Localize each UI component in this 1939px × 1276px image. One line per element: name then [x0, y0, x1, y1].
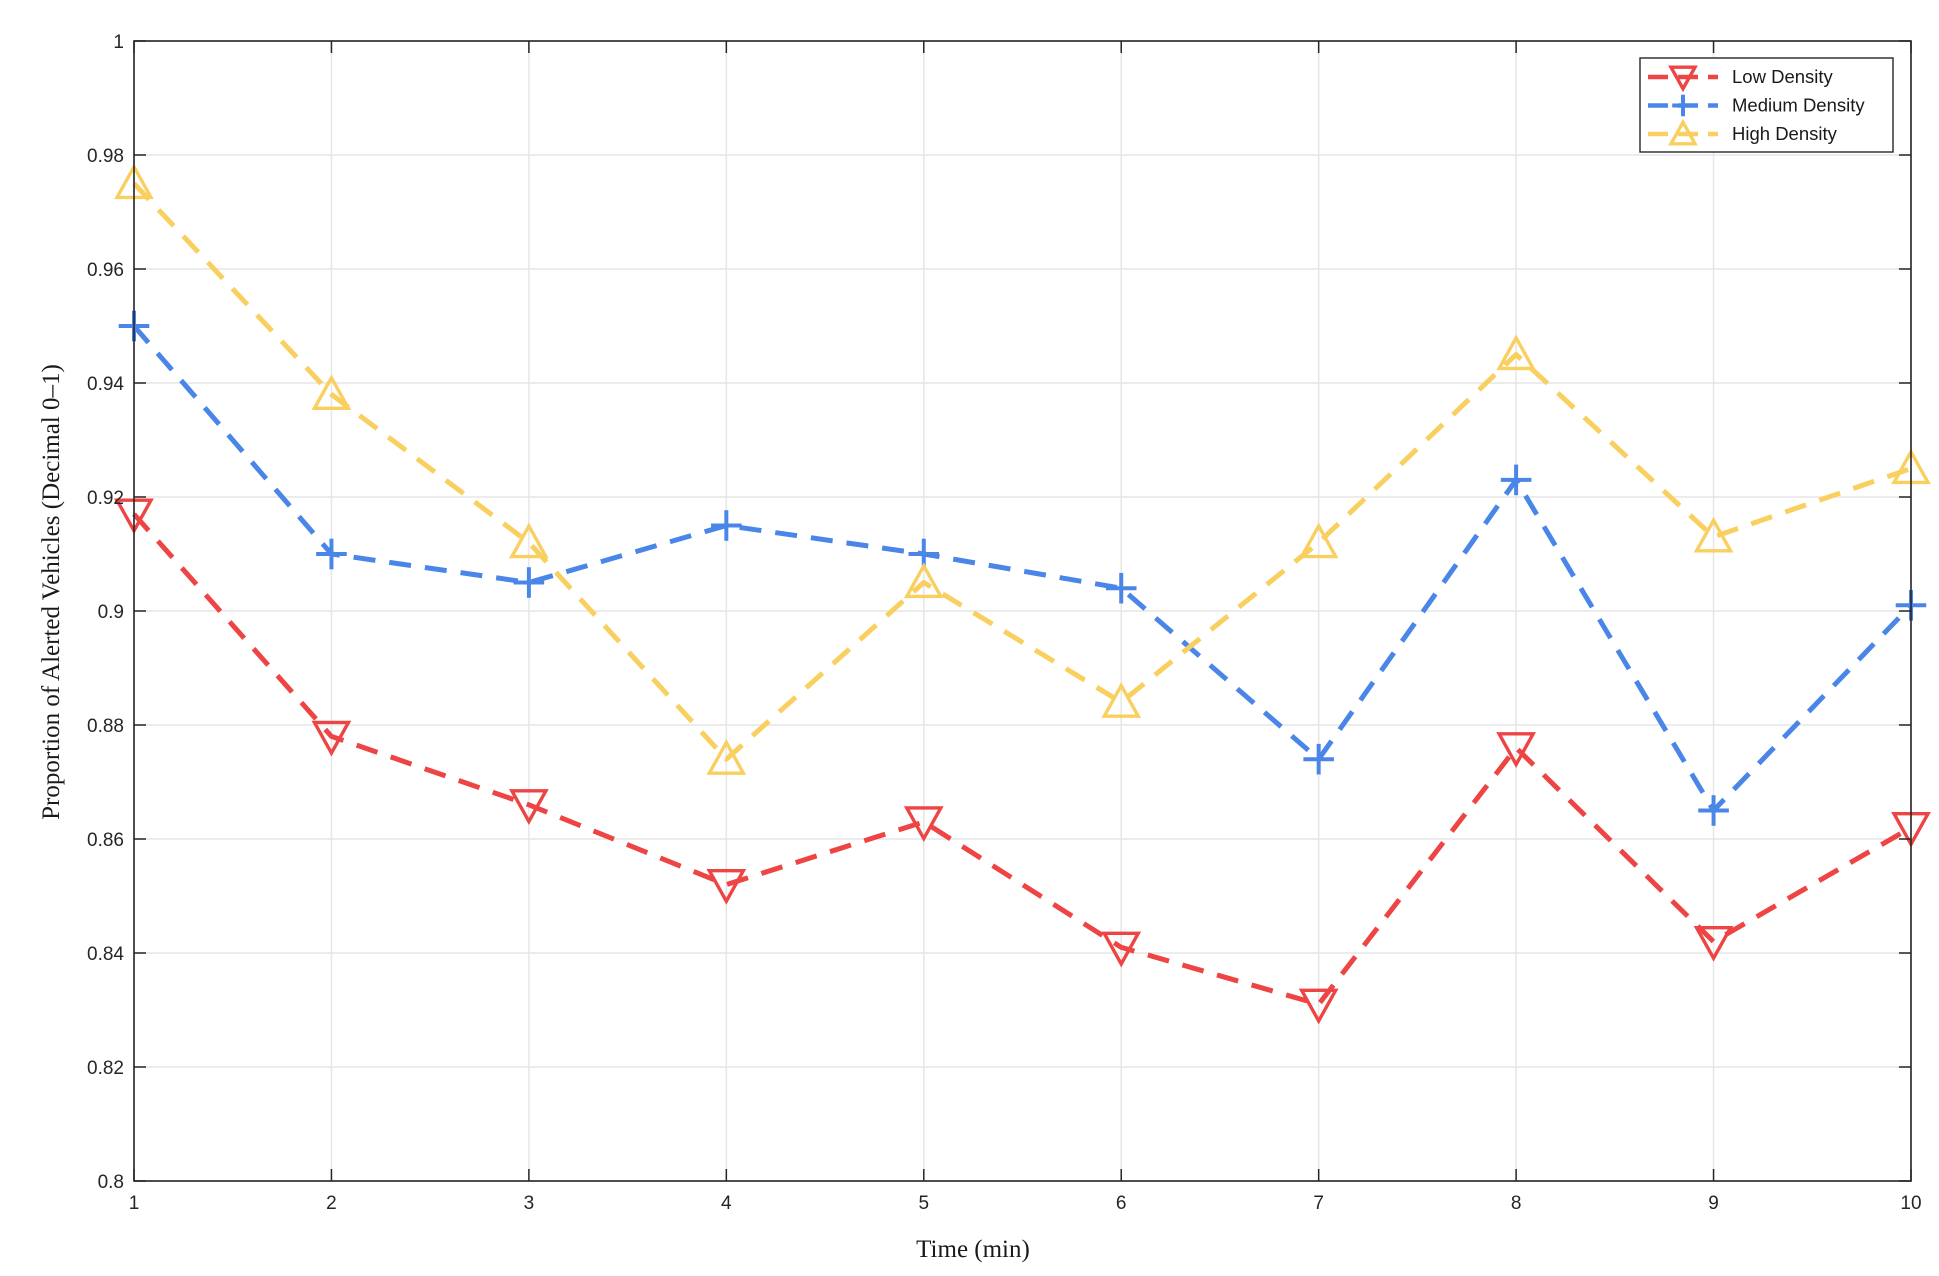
- y-tick-label: 0.86: [87, 830, 124, 851]
- data-point-low-density: [1101, 931, 1142, 968]
- y-axis-label: Proportion of Alerted Vehicles (Decimal …: [38, 364, 65, 820]
- x-tick-label: 5: [918, 1193, 929, 1214]
- data-point-low-density: [706, 868, 747, 905]
- y-tick-label: 0.92: [87, 488, 124, 509]
- y-tick-label: 0.98: [87, 146, 124, 167]
- legend: Low Density Medium Density High Density: [1639, 57, 1894, 153]
- series-lines: [114, 163, 1931, 1025]
- data-point-high-density: [1298, 522, 1339, 559]
- data-point-low-density: [311, 720, 352, 757]
- data-point-low-density: [508, 789, 549, 825]
- data-point-high-density: [903, 562, 944, 599]
- y-tick-label: 0.9: [98, 602, 124, 623]
- grid-lines: [133, 40, 1912, 1182]
- data-point-medium-density: [711, 510, 742, 541]
- legend-label: Medium Density: [1732, 95, 1865, 116]
- y-tick-label: 0.82: [87, 1058, 124, 1079]
- axes: 1 2 3 4 5 6 7 8 9 10 0.8 0.82 0.84 0.86 0.88 0.9 0.92 0.9…: [87, 32, 1922, 1214]
- data-point-low-density: [1496, 732, 1537, 768]
- x-axis-label: Time (min): [916, 1236, 1030, 1263]
- x-tick-label: 1: [129, 1193, 140, 1214]
- x-tick-label: 7: [1313, 1193, 1324, 1214]
- data-point-medium-density: [316, 538, 347, 570]
- series-line-medium-density: [132, 324, 1913, 813]
- data-point-high-density: [311, 374, 352, 411]
- x-tick-label: 10: [1900, 1193, 1921, 1214]
- data-point-high-density: [1496, 334, 1537, 371]
- y-tick-label: 0.96: [87, 260, 124, 281]
- data-point-medium-density: [1500, 464, 1532, 496]
- series-line-high-density: [132, 181, 1912, 762]
- y-tick-label: 1: [113, 32, 124, 53]
- legend-marker: [1668, 118, 1698, 146]
- x-tick-label: 4: [721, 1193, 732, 1214]
- y-tick-label: 0.8: [98, 1172, 124, 1193]
- data-point-low-density: [1298, 988, 1339, 1025]
- legend-marker: [1668, 65, 1698, 93]
- data-point-high-density: [706, 739, 747, 775]
- data-point-low-density: [1693, 925, 1734, 962]
- data-point-high-density: [1693, 516, 1734, 553]
- data-point-low-density: [903, 806, 944, 843]
- legend-entry: Medium Density: [1648, 95, 1865, 117]
- x-tick-label: 6: [1116, 1193, 1127, 1214]
- data-point-high-density: [508, 522, 549, 559]
- data-point-medium-density: [1698, 795, 1729, 826]
- x-tick-label: 2: [326, 1193, 337, 1214]
- y-tick-label: 0.94: [87, 374, 124, 395]
- x-tick-label: 3: [524, 1193, 535, 1214]
- data-point-high-density: [1101, 682, 1142, 718]
- x-tick-label: 8: [1511, 1193, 1522, 1214]
- y-tick-label: 0.88: [87, 716, 124, 737]
- legend-marker: [1672, 94, 1694, 117]
- legend-label: High Density: [1732, 123, 1838, 144]
- data-point-medium-density: [1105, 572, 1137, 604]
- x-tick-label: 9: [1708, 1193, 1719, 1214]
- legend-entry: High Density: [1648, 118, 1838, 146]
- data-point-medium-density: [513, 567, 545, 598]
- series-line-low-density: [132, 512, 1913, 1007]
- legend-entry: Low Density: [1648, 65, 1834, 93]
- data-point-medium-density: [1303, 743, 1334, 775]
- legend-label: Low Density: [1732, 66, 1834, 87]
- y-tick-label: 0.84: [87, 944, 124, 965]
